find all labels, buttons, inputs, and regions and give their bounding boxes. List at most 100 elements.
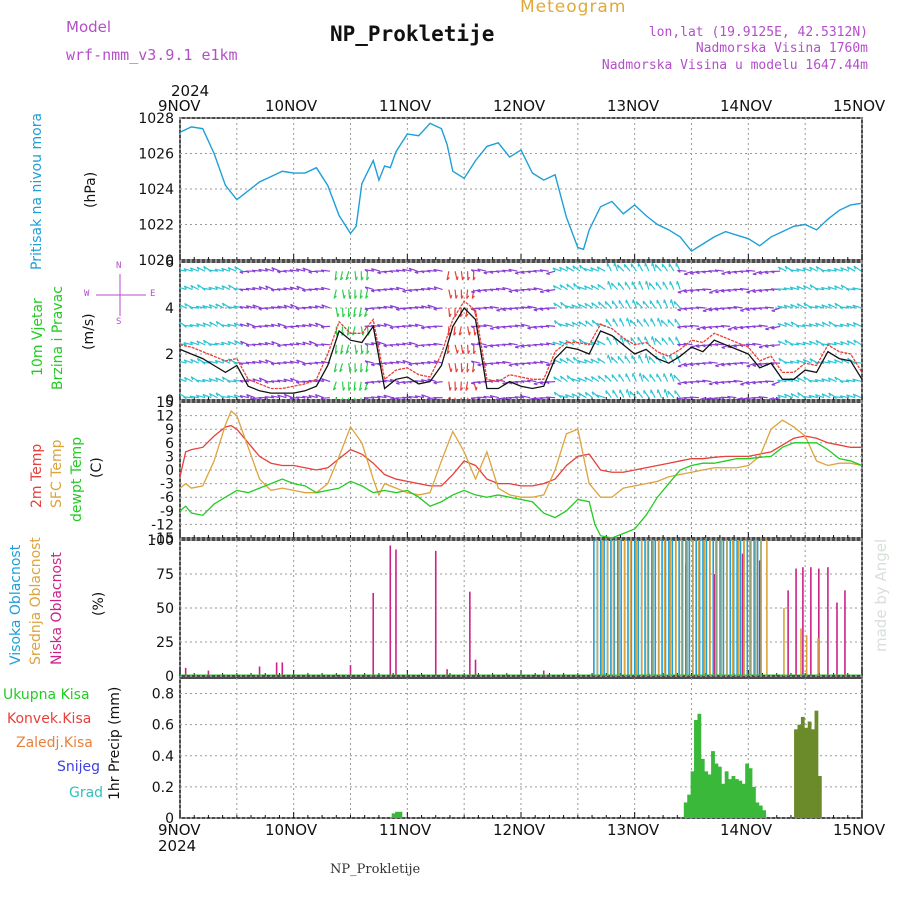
wind-arrow	[802, 341, 812, 346]
precip-ytick-label: 0.6	[152, 718, 174, 734]
wind-arrow-head	[521, 345, 525, 348]
wind-arrow-head	[427, 361, 431, 365]
wind-arrow	[454, 363, 457, 373]
wind-arrow	[283, 304, 293, 309]
wind-arrow-head	[852, 378, 856, 383]
wind-arrow	[183, 359, 193, 364]
wind-arrow-head	[677, 269, 681, 273]
wind-arrow	[783, 287, 793, 291]
wind-arrow	[180, 344, 181, 345]
wind-arrow-head	[395, 269, 400, 273]
wind-arrow-head	[720, 381, 725, 385]
wind-arrow	[578, 392, 587, 399]
wind-arrow-head	[539, 325, 544, 329]
wind-arrow	[623, 263, 631, 272]
wind-arrow-head	[727, 346, 732, 349]
wind-arrow	[752, 342, 762, 346]
wind-arrow-head	[696, 345, 700, 349]
wind-arrow-head	[771, 310, 776, 313]
wind-arrow-head	[553, 391, 557, 396]
wind-arrow-head	[709, 292, 713, 294]
wind-arrow	[827, 268, 837, 272]
wind-arrow-head	[420, 344, 425, 348]
wind-arrow-head	[449, 404, 451, 407]
wind-arrow	[508, 268, 518, 272]
wind-arrow-head	[533, 287, 537, 291]
wind-arrow-head	[827, 360, 831, 364]
wind-arrow	[571, 393, 581, 399]
wind-arrow-head	[502, 287, 506, 291]
wind-arrow-head	[477, 307, 481, 311]
wind-arrow-head	[846, 340, 850, 344]
wind-arrow-head	[252, 287, 256, 291]
wind-arrow	[607, 354, 612, 364]
wind-arrow	[620, 336, 625, 345]
wind-arrow	[663, 299, 669, 309]
wind-arrow-head	[402, 381, 406, 385]
wind-arrow-head	[389, 398, 394, 400]
wind-arrow-head	[677, 383, 682, 386]
wind-arrow-head	[258, 325, 262, 329]
wind-arrow-head	[790, 304, 794, 308]
wind-arrow	[183, 268, 193, 272]
wind-arrow-head	[695, 380, 700, 384]
wind-arrow-head	[470, 397, 475, 400]
wind-arrow-head	[462, 276, 465, 281]
wind-arrow	[259, 377, 268, 383]
wind-arrow-head	[533, 343, 537, 347]
wind-arrow-head	[365, 368, 369, 373]
wind-arrow	[645, 354, 650, 364]
wind-arrow-head	[578, 392, 581, 397]
wind-arrow	[221, 341, 231, 346]
wind-arrow-head	[559, 358, 563, 362]
wind-arrow-head	[183, 268, 187, 272]
wind-arrow-head	[839, 395, 844, 399]
wind-arrow	[808, 323, 818, 327]
wind-arrow	[846, 379, 856, 383]
wind-arrow	[642, 374, 650, 382]
wind-arrow-head	[572, 265, 575, 270]
wind-arrow-head	[483, 289, 488, 293]
precip-total-bar	[707, 774, 712, 818]
wind-arrow	[696, 306, 706, 309]
wind-arrow-head	[420, 270, 425, 274]
wind-arrow	[289, 269, 299, 272]
wind-arrow-head	[414, 362, 419, 366]
wind-arrow	[433, 360, 443, 364]
wind-arrow	[651, 336, 656, 345]
wind-arrow-head	[834, 376, 838, 381]
wind-arrow	[345, 271, 350, 280]
wind-arrow-head	[466, 295, 470, 299]
wind-arrow	[352, 326, 356, 336]
pressure-panel: 1020 1022 1024 1026 1028	[138, 111, 863, 269]
wind-arrow-head	[846, 322, 850, 327]
wind-arrow	[578, 303, 587, 309]
wind-arrow	[809, 340, 818, 346]
wind-arrow-head	[354, 295, 358, 299]
day-label-top: 15NOV	[833, 97, 886, 115]
wind-arrow-head	[233, 394, 237, 398]
temp-2m-line	[179, 424, 862, 487]
wind-arrow-head	[702, 288, 706, 292]
pressure-ytick-label: 1026	[138, 147, 174, 163]
wind-arrow	[302, 267, 312, 272]
day-label-bottom: 9NOV	[158, 821, 201, 839]
wind-arrow-head	[520, 271, 525, 275]
wind-arrow-head	[745, 343, 750, 347]
wind-arrow	[314, 305, 324, 309]
wind-arrow	[683, 289, 693, 293]
wind-arrow-head	[533, 270, 537, 273]
wind-arrow-head	[566, 283, 569, 288]
precip-total-bar	[724, 771, 729, 818]
wind-arrow	[790, 303, 800, 309]
wind-arrow	[190, 284, 200, 291]
wind-arrow-head	[695, 289, 700, 292]
wind-arrow-head	[332, 387, 337, 391]
wind-arrow	[502, 269, 512, 272]
wind-arrow-head	[277, 394, 281, 398]
wind-arrow	[208, 377, 218, 383]
wind-arrow-head	[814, 379, 819, 383]
wind-arrow	[637, 262, 644, 272]
wind-arrow	[833, 341, 843, 346]
